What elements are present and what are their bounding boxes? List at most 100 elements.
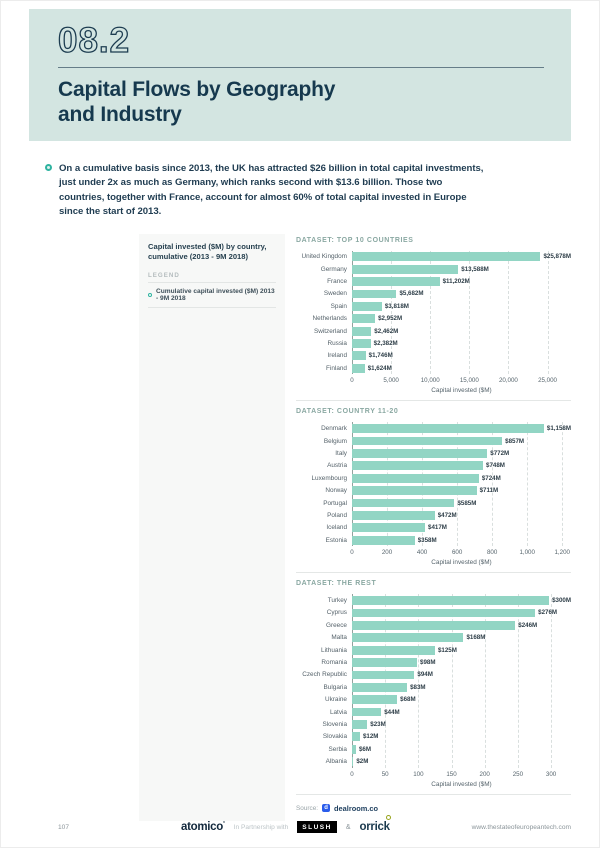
axis-tick-label: 300	[545, 770, 557, 778]
section-number: 08.2	[57, 20, 131, 60]
axis-tick-label: 10,000	[420, 377, 440, 385]
value-label: $6M	[358, 745, 372, 753]
bar-row: $2,462M	[352, 325, 571, 337]
page-title-line2: and Industry	[58, 102, 182, 126]
bar-row: $3,818M	[352, 300, 571, 312]
value-label: $857M	[505, 437, 525, 445]
website-link[interactable]: www.thestateofeuropeantech.com	[471, 823, 571, 831]
bar-row: $168M	[352, 632, 571, 644]
gridline	[387, 422, 389, 547]
bar-row: $5,682M	[352, 288, 571, 300]
category-label: Belgium	[323, 437, 347, 445]
bar	[352, 252, 541, 262]
gridline	[469, 250, 471, 375]
bar	[352, 732, 360, 742]
chart-body: Turkey Cyprus Greece Malta Lithuania Romania C…	[296, 594, 571, 788]
axis-tick-label: 0	[350, 549, 354, 557]
partnership-text: In Partnership with	[233, 823, 289, 831]
bar	[352, 535, 415, 545]
orrick-logo: orrick	[360, 815, 391, 833]
intro-section: On a cumulative basis since 2013, the UK…	[45, 162, 489, 220]
chart-body: Denmark Belgium Italy Austria Luxembourg Norw…	[296, 422, 571, 566]
category-label: Spain	[330, 302, 347, 310]
category-label: Czech Republic	[302, 671, 347, 679]
axis-tick-label: 20,000	[498, 377, 518, 385]
bar-row: $748M	[352, 460, 571, 472]
axis-tick-label: 1,000	[519, 549, 535, 557]
atomico-mark: °	[222, 821, 225, 828]
axis-zero-line	[352, 594, 353, 768]
chart-title: Capital invested ($M) by country, cumula…	[148, 241, 267, 262]
orrick-ring-icon	[385, 815, 391, 820]
axis-tick-label: 0	[350, 770, 354, 778]
axis-tick-label: 800	[486, 549, 498, 557]
axis-title: Capital invested ($M)	[431, 387, 492, 395]
category-label: Slovakia	[322, 733, 347, 741]
axis-tick-label: 5,000	[383, 377, 399, 385]
axis-tick-label: 400	[416, 549, 428, 557]
chart-description-panel: Capital invested ($M) by country, cumula…	[139, 233, 285, 821]
gridline	[527, 422, 529, 547]
value-label: $2,952M	[378, 315, 403, 323]
category-label: Denmark	[321, 425, 347, 433]
legend-item: Cumulative capital invested ($M) 2013 - …	[148, 286, 276, 304]
bar-row: $1,624M	[352, 362, 571, 374]
bar	[352, 720, 368, 729]
value-label: $13,588M	[461, 265, 489, 273]
value-label: $748M	[486, 462, 505, 470]
value-label: $1,746M	[368, 352, 393, 360]
bar-row: $2,952M	[352, 313, 571, 325]
value-label: $724M	[481, 474, 501, 482]
bar	[352, 744, 356, 754]
chart-body: United Kingdom Germany France Sweden Spain Ne…	[296, 250, 571, 395]
bar-row: $125M	[352, 644, 571, 656]
category-label: Turkey	[327, 597, 347, 605]
bar	[352, 424, 544, 434]
bar-row: $711M	[352, 484, 571, 496]
bar-row: $98M	[352, 656, 571, 668]
bar-rows: $25,878M $13,588M $11,202M $5,682M $3,818M $2…	[352, 250, 571, 375]
category-label: Germany	[320, 265, 347, 273]
atomico-wordmark: atomico	[180, 821, 223, 833]
value-label: $125M	[437, 646, 457, 654]
value-label: $94M	[417, 671, 433, 679]
value-label: $3,818M	[384, 302, 409, 310]
bar	[352, 289, 397, 299]
gridline	[547, 250, 549, 375]
bar	[352, 633, 464, 643]
axis-title: Capital invested ($M)	[431, 780, 492, 788]
bar	[352, 645, 435, 655]
axis-tick-label: 150	[446, 770, 457, 778]
bar	[352, 277, 440, 286]
value-label: $5,682M	[399, 290, 424, 298]
bar	[352, 682, 408, 692]
category-label: Italy	[335, 449, 347, 457]
bar-row: $772M	[352, 447, 571, 459]
axis-tick-label: 50	[381, 770, 389, 778]
bar-row: $358M	[352, 534, 571, 546]
value-label: $11,202M	[442, 278, 470, 286]
value-label: $168M	[466, 634, 486, 642]
value-label: $711M	[479, 487, 499, 495]
source-link[interactable]: dealroom.co	[334, 803, 378, 813]
header-divider	[58, 66, 544, 68]
category-label: Portugal	[323, 499, 347, 507]
page-footer: 107 atomico° In Partnership with SLUSH &…	[29, 815, 571, 833]
value-label: $358M	[417, 536, 437, 544]
gridline	[385, 594, 387, 768]
category-label: Sweden	[323, 290, 347, 298]
value-label: $98M	[420, 659, 436, 667]
value-label: $472M	[437, 511, 457, 519]
axis-tick-label: 200	[381, 549, 393, 557]
intro-text: On a cumulative basis since 2013, the UK…	[59, 163, 484, 218]
category-label: Finland	[326, 364, 347, 372]
plot-area: $25,878M $13,588M $11,202M $5,682M $3,818M $2…	[350, 250, 571, 395]
category-label: Romania	[321, 659, 347, 667]
value-label: $276M	[538, 609, 558, 617]
bar	[352, 670, 415, 680]
ampersand-text: &	[345, 823, 351, 831]
bar-row: $11,202M	[352, 275, 571, 287]
value-label: $246M	[518, 621, 538, 629]
x-axis: 0 5,000 10,000 15,000 20,000 25,000	[350, 377, 571, 385]
category-label: United Kingdom	[301, 253, 347, 261]
